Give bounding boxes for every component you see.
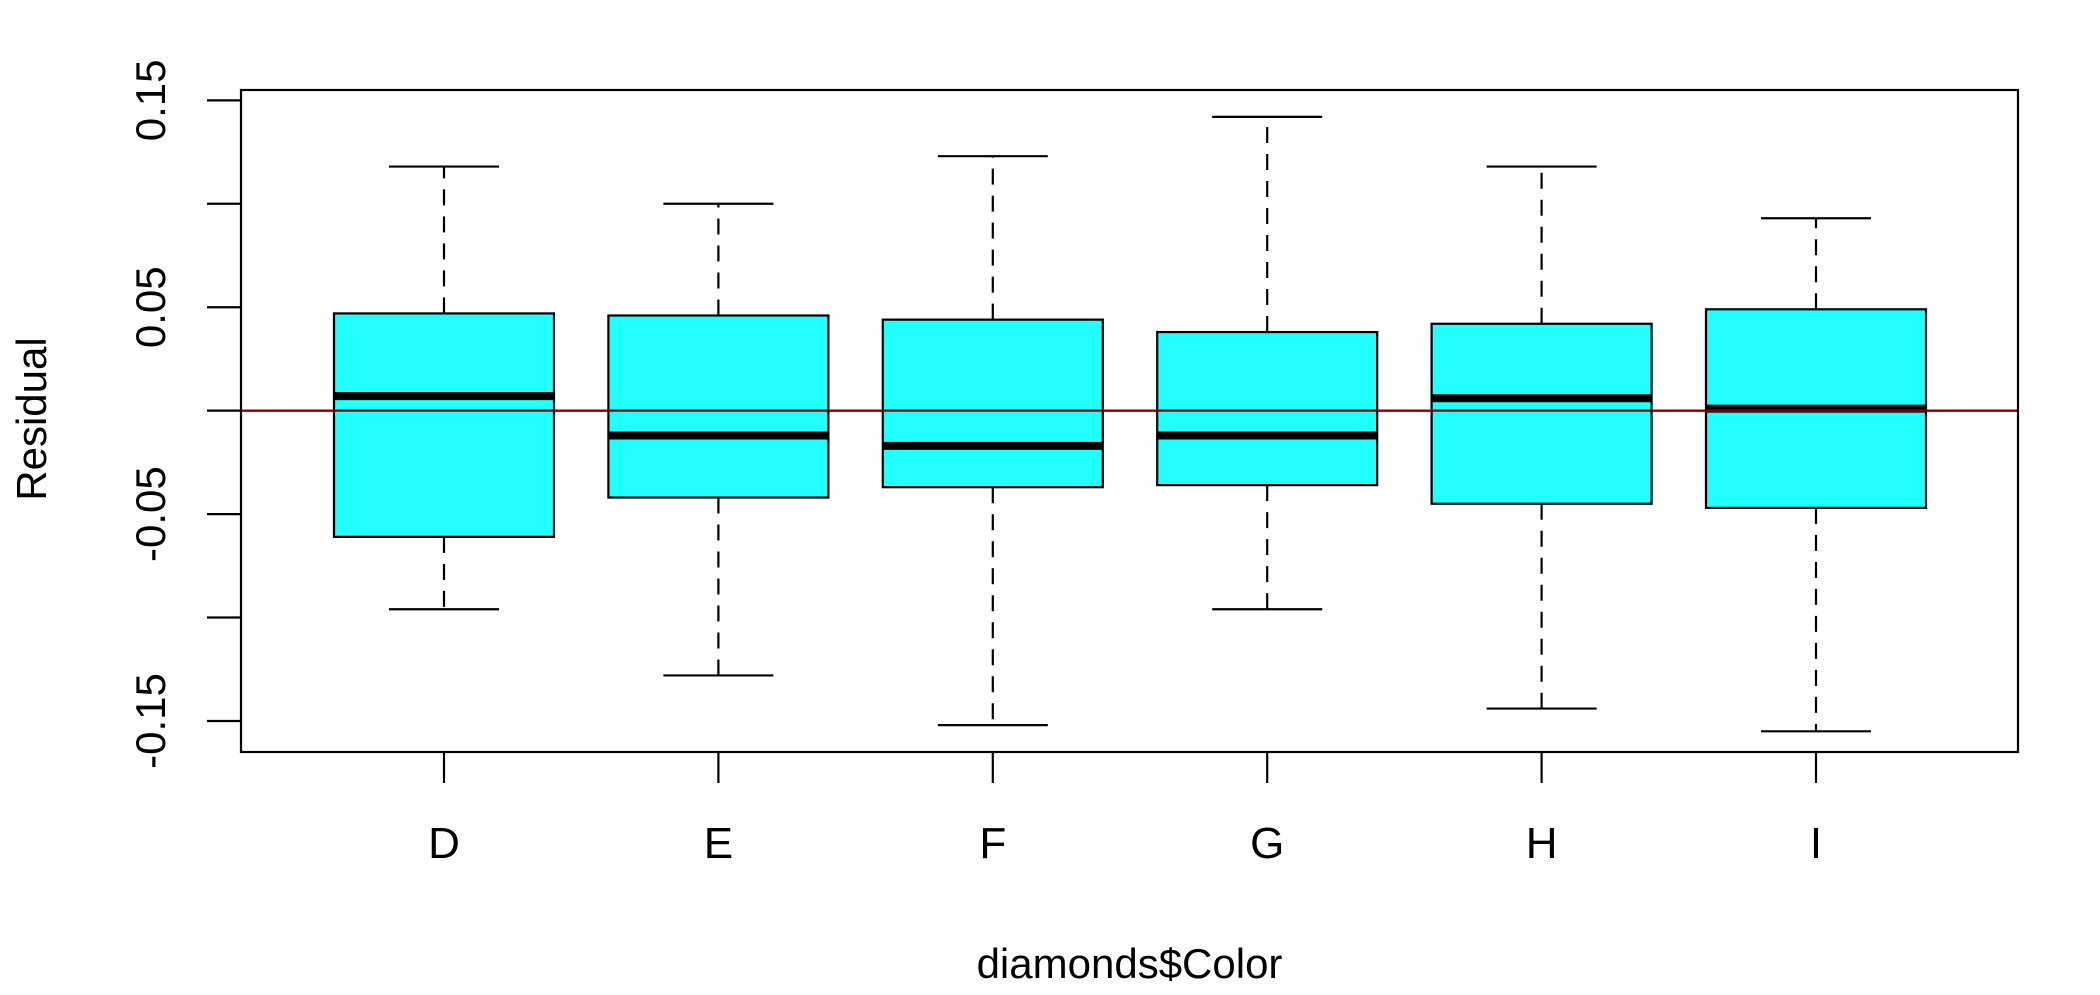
y-axis-label: Residual [8,337,55,500]
box-D [332,165,556,611]
x-tick-label: G [1250,819,1284,868]
y-tick-label: -0.15 [127,673,174,769]
y-tick-label: -0.05 [127,466,174,562]
x-tick-label: H [1526,819,1558,868]
y-tick-label: 0.05 [127,266,174,348]
y-tick-label: 0.15 [127,59,174,141]
axes-layer: -0.15 -0.05 0.05 0.15 D E F G H I [127,59,1822,868]
x-tick-label: D [428,819,460,868]
box-I [1704,217,1928,733]
box-body [332,312,556,538]
box-body [607,314,830,499]
box-E [607,202,830,677]
plot-frame [239,88,2020,754]
box-H [1430,165,1653,710]
x-tick-label: E [704,819,733,868]
x-tick-label: F [979,819,1006,868]
box-body [1430,322,1653,505]
box-body [1156,330,1379,487]
box-G [1156,115,1379,611]
boxes-layer [241,115,2018,733]
box-F [881,155,1104,727]
box-body [881,318,1104,489]
x-tick-label: I [1810,819,1822,868]
x-axis-label: diamonds$Color [977,940,1283,987]
